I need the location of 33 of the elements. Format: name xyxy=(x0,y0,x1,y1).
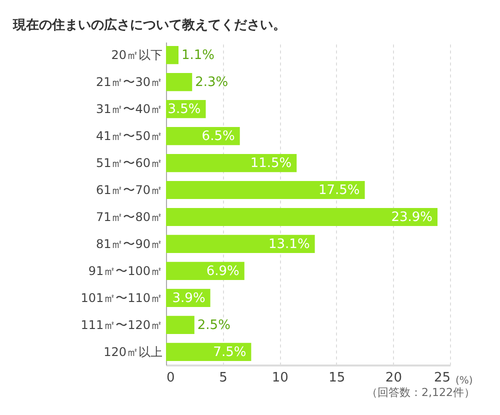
data-label: 2.5% xyxy=(197,318,230,333)
data-label: 11.5% xyxy=(250,156,292,172)
data-label: 3.5% xyxy=(168,102,201,118)
data-label: 3.9% xyxy=(172,290,206,306)
x-tick-label: 20 xyxy=(385,370,402,386)
text: （回答数：2,122件） xyxy=(366,386,475,399)
y-tick-label: 120㎡以上 xyxy=(104,344,162,359)
y-tick-label: 21㎡〜30㎡ xyxy=(96,75,162,90)
y-tick-label: 81㎡〜90㎡ xyxy=(96,236,162,251)
data-label: 6.9% xyxy=(206,264,240,279)
x-tick-label: 5 xyxy=(219,370,228,386)
data-label: 23.9% xyxy=(391,210,433,225)
data-label: 1.1% xyxy=(181,48,215,64)
y-tick-label: 51㎡〜60㎡ xyxy=(96,156,162,170)
data-label: 17.5% xyxy=(318,183,360,198)
data-label: 2.3% xyxy=(195,75,228,90)
y-tick-label: 20㎡以下 xyxy=(111,48,162,62)
y-tick-label: 31㎡〜40㎡ xyxy=(96,102,162,116)
y-tick-label: 111㎡〜120㎡ xyxy=(80,318,162,332)
x-axis-title: (%) xyxy=(456,376,473,386)
x-tick-label: 15 xyxy=(328,370,346,386)
chart-title: 現在の住まいの広さについて教えてください。 xyxy=(12,17,286,33)
y-tick-label: 71㎡〜80㎡ xyxy=(96,210,162,224)
x-tick-label: 10 xyxy=(272,370,288,386)
y-tick-label: 41㎡〜50㎡ xyxy=(96,129,162,144)
x-tick-label: 25 xyxy=(434,370,450,386)
data-label: 6.5% xyxy=(202,129,235,144)
y-tick-label: 61㎡〜70㎡ xyxy=(96,183,162,198)
y-tick-label: 91㎡〜100㎡ xyxy=(88,264,162,278)
data-label: 13.1% xyxy=(268,236,310,252)
y-tick-label: 101㎡〜110㎡ xyxy=(80,290,162,305)
x-tick-label: 0 xyxy=(166,370,175,386)
data-label: 7.5% xyxy=(213,344,246,360)
